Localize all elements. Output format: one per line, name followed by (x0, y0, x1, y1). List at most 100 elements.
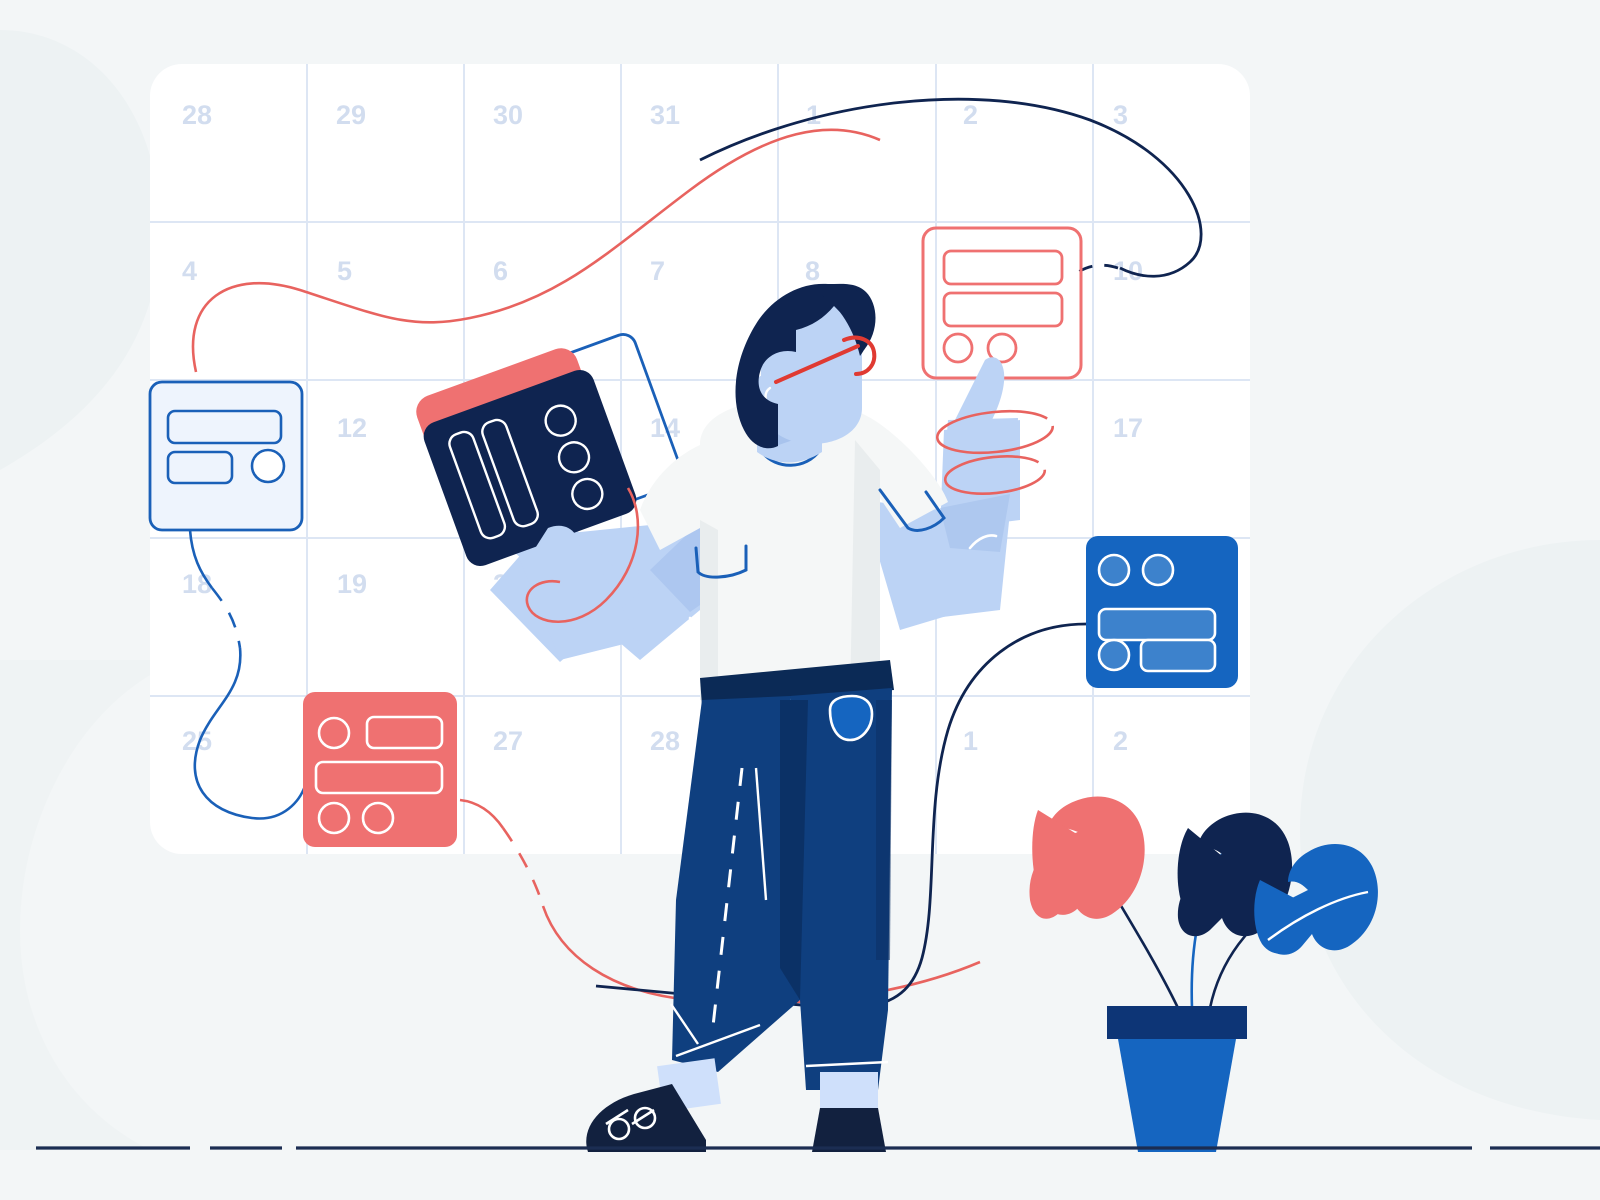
pot-body (1118, 1039, 1236, 1152)
shirt-sleeve-left (694, 544, 748, 579)
day-number: 30 (493, 100, 523, 130)
pants-crease (754, 767, 768, 901)
card-right-filled[interactable] (1086, 536, 1238, 688)
leaf-blue-vein (1267, 890, 1369, 941)
card-left-pill-wide (166, 409, 283, 445)
day-number: 7 (650, 256, 665, 286)
day-number: 3 (1113, 100, 1128, 130)
tablet-circle-2 (557, 441, 591, 474)
person-feet (586, 1058, 886, 1152)
calendar-day-numbers: 28 29 30 31 1 2 3 4 5 6 7 8 10 12 14 15 … (182, 100, 1143, 756)
card-coral-fill-circle-3 (361, 801, 395, 835)
card-tablet-stack[interactable] (411, 331, 685, 570)
swirl-coral-lower (943, 455, 1047, 495)
pants-inner-shadow (780, 700, 808, 1000)
tablet-bar-1 (448, 430, 507, 540)
person-head (735, 283, 877, 463)
card-coral-circle-1 (942, 332, 974, 364)
pointing-finger (950, 357, 1005, 436)
hair (735, 283, 876, 449)
day-number: 4 (182, 256, 197, 286)
swirl-coral-upper (935, 409, 1055, 455)
swirl-group (935, 409, 1055, 495)
day-number: 18 (182, 569, 212, 599)
card-coral-fill-circle-1 (317, 716, 351, 750)
card-blue-pill-wide (1097, 607, 1217, 642)
day-number: 2 (963, 100, 978, 130)
card-coral-pill-2 (942, 291, 1064, 328)
background-blob-left (0, 30, 160, 470)
card-blue-circle-2 (1141, 553, 1175, 587)
person-pants (670, 660, 894, 1090)
card-coral-circle-2 (986, 332, 1018, 364)
sock-right (820, 1072, 878, 1112)
card-blue-circle-3 (1097, 638, 1131, 672)
connector-coral-seg1 (459, 798, 505, 829)
card-blue-pill-small (1139, 638, 1217, 673)
day-number: 6 (493, 256, 508, 286)
pants-leg-right (790, 688, 892, 1090)
card-bottom-filled[interactable] (303, 692, 457, 847)
tablet-dark-card (423, 370, 637, 566)
pants-pocket (828, 694, 874, 742)
potted-plant (1029, 796, 1378, 1152)
person-left-hand (520, 525, 640, 660)
right-knuckles (944, 418, 1018, 470)
day-number: 19 (337, 569, 367, 599)
background-blob-lower-left (0, 660, 180, 1150)
shirt-shadow-right (850, 440, 880, 700)
day-number: 17 (1113, 413, 1143, 443)
day-number: 1 (806, 100, 821, 130)
connector-coral-long (191, 128, 881, 373)
right-elbow-crease (968, 534, 998, 550)
day-number: 27 (493, 726, 523, 756)
connector-navy-arc-dash (1069, 263, 1119, 280)
connector-blue-seg2 (193, 647, 307, 820)
right-arm-shadow (940, 494, 1010, 552)
pants-seam-dashed (710, 767, 744, 1036)
day-number: 12 (337, 413, 367, 443)
leaf-navy-lobe (1177, 828, 1222, 926)
pants-leg-left (672, 696, 800, 1072)
day-number: 28 (650, 726, 680, 756)
swirl-tablet-group (525, 487, 640, 623)
swirl-coral-tablet (525, 487, 640, 623)
card-coral-pill-1 (942, 249, 1064, 286)
shirt-sleeve-right (878, 488, 946, 532)
glasses-temple (774, 344, 860, 384)
day-number: 31 (650, 100, 680, 130)
pants-hem-left-inner (670, 1003, 699, 1045)
card-left-outline[interactable] (148, 380, 304, 532)
left-hand-palm (520, 560, 640, 660)
pants-hem-right (805, 1060, 889, 1068)
tablet-circle-1 (544, 404, 577, 437)
day-number: 1 (963, 726, 978, 756)
day-number: 28 (182, 100, 212, 130)
card-coral-fill-circle-2 (317, 801, 351, 835)
card-left-pill-small (166, 450, 234, 485)
shoe-right (812, 1108, 886, 1152)
pants-hem-left (675, 1023, 761, 1058)
connector-navy-arc (699, 97, 1203, 278)
card-coral-fill-pill-wide (314, 760, 444, 795)
tablet-circle-3 (571, 477, 604, 511)
day-number: 2 (1113, 726, 1128, 756)
pot-rim (1107, 1006, 1247, 1039)
day-number: 29 (336, 100, 366, 130)
glasses-lens (842, 335, 877, 376)
connector-blue-seg1 (188, 529, 214, 589)
day-number: 5 (337, 256, 352, 286)
pants-side-shadow (876, 700, 892, 960)
shoe-left (586, 1084, 706, 1152)
background-blob-right (1300, 540, 1600, 1120)
tablet-bar-2 (481, 418, 539, 528)
shirt-shadow-left (700, 520, 718, 700)
card-blue-circle-1 (1097, 553, 1131, 587)
person-right-arm (862, 357, 1020, 630)
pants-waistband (700, 660, 894, 706)
day-number: 8 (805, 256, 820, 286)
leaf-coral-lobe (1032, 810, 1080, 915)
shoe-left-laces (605, 1106, 657, 1141)
